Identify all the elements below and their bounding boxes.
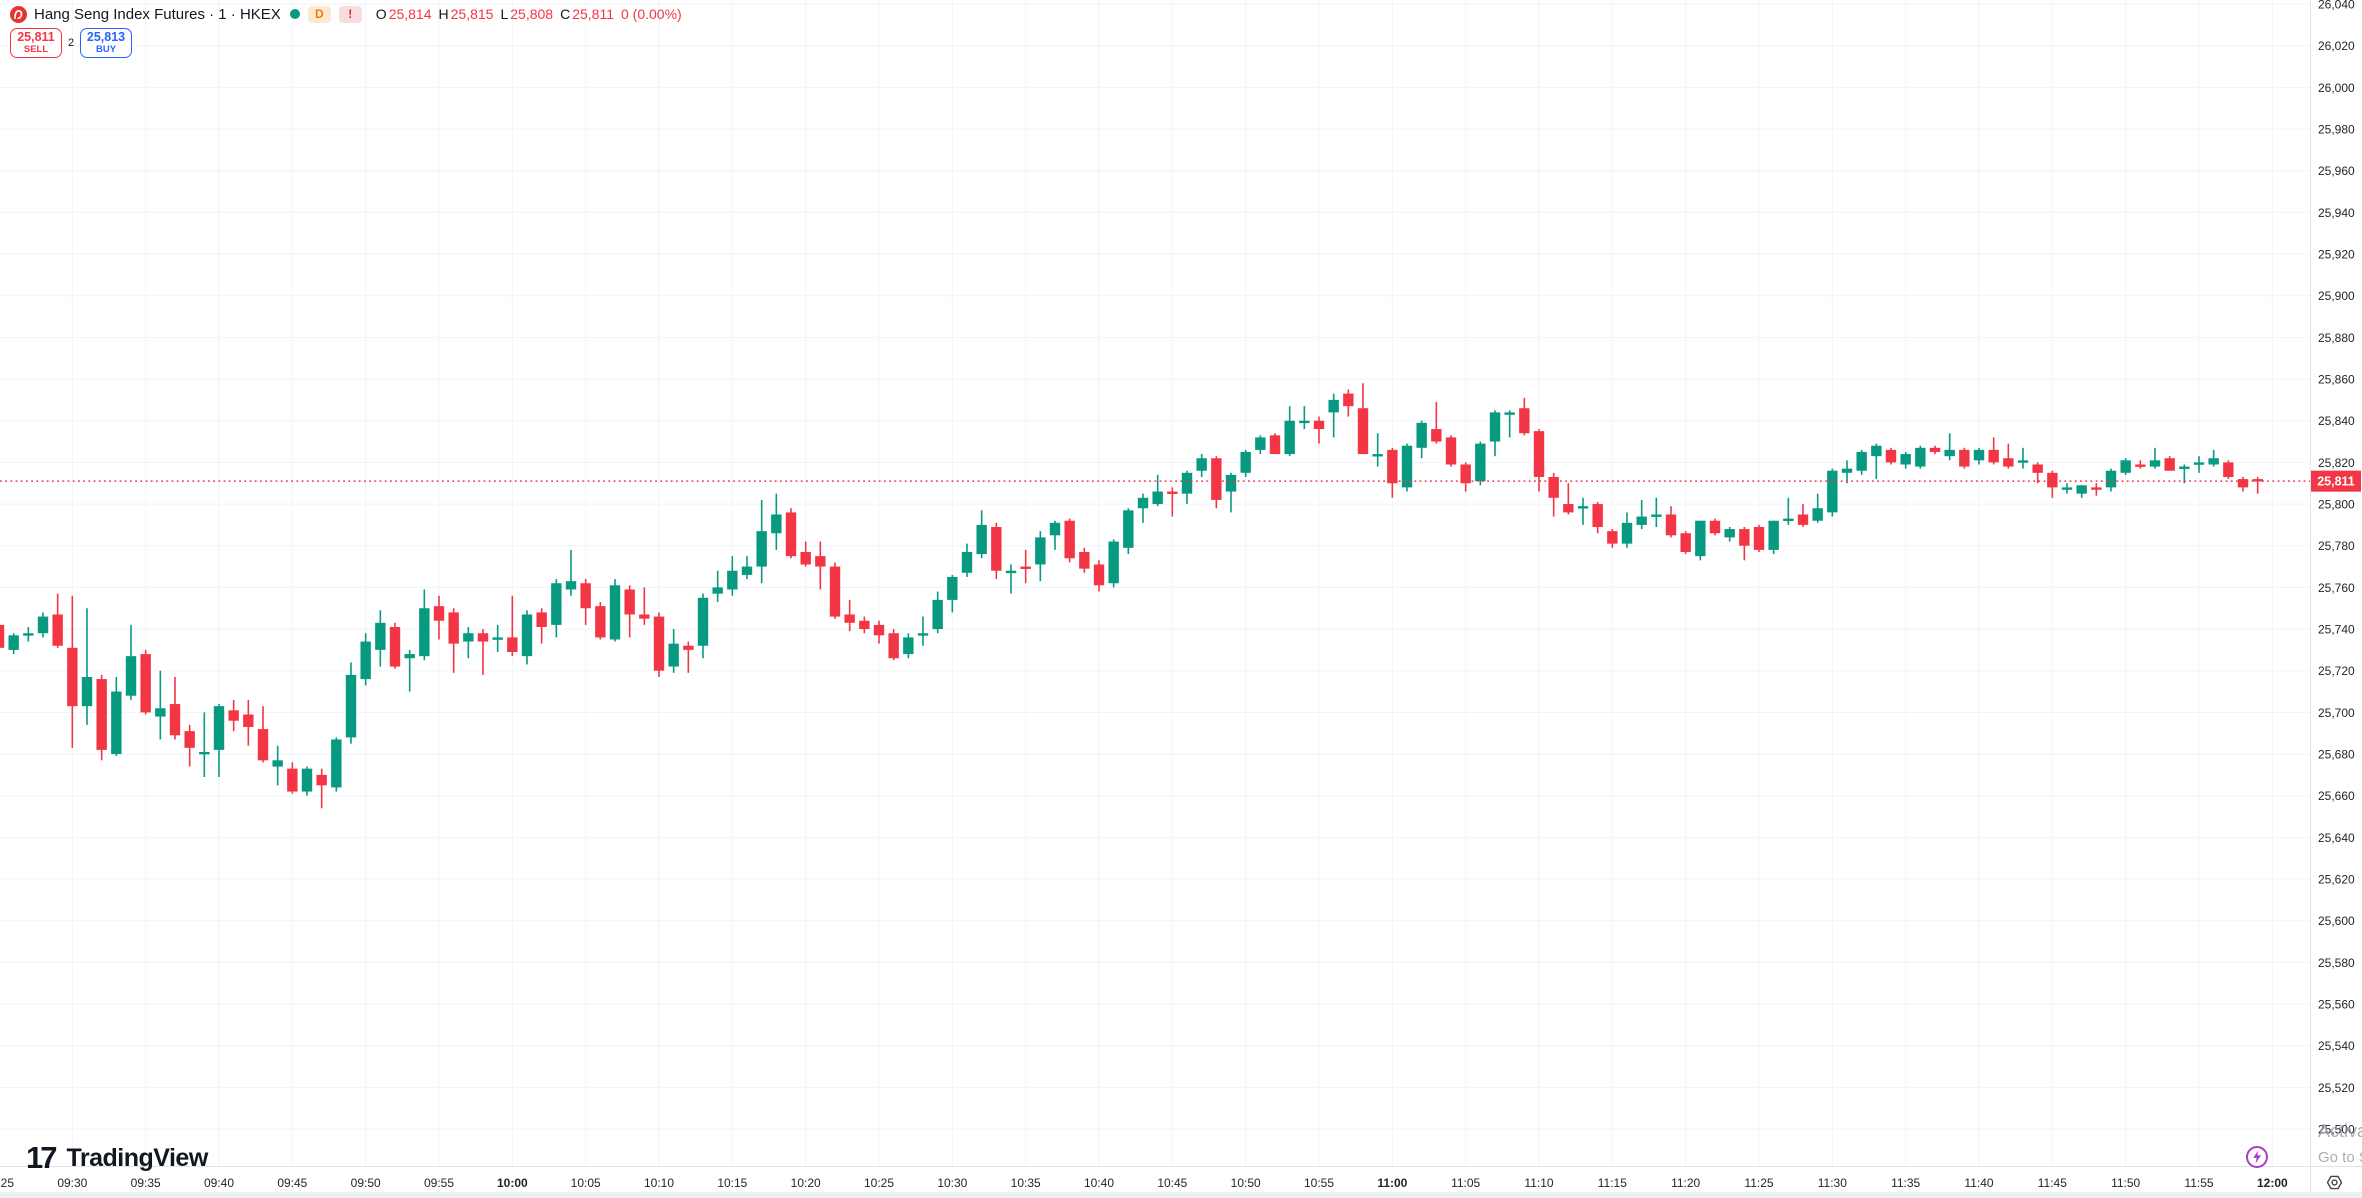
high-label: H bbox=[438, 6, 449, 22]
svg-text:25,520: 25,520 bbox=[2318, 1081, 2355, 1095]
svg-text:10:15: 10:15 bbox=[717, 1176, 747, 1190]
svg-text:10:10: 10:10 bbox=[644, 1176, 674, 1190]
low-value: 25,808 bbox=[510, 6, 554, 22]
svg-text:09:30: 09:30 bbox=[57, 1176, 87, 1190]
svg-text:25,560: 25,560 bbox=[2318, 998, 2355, 1012]
svg-text:09:25: 09:25 bbox=[0, 1176, 14, 1190]
svg-text:11:25: 11:25 bbox=[1744, 1176, 1773, 1190]
svg-text:09:55: 09:55 bbox=[424, 1176, 454, 1190]
svg-text:25,700: 25,700 bbox=[2318, 706, 2355, 720]
svg-text:10:50: 10:50 bbox=[1231, 1176, 1261, 1190]
svg-text:11:10: 11:10 bbox=[1524, 1176, 1553, 1190]
svg-text:25,980: 25,980 bbox=[2318, 123, 2355, 137]
bottom-strip bbox=[0, 1192, 2362, 1198]
svg-text:10:25: 10:25 bbox=[864, 1176, 894, 1190]
open-value: 25,814 bbox=[388, 6, 432, 22]
svg-text:25,720: 25,720 bbox=[2318, 664, 2355, 678]
buy-button[interactable]: 25,813 BUY bbox=[80, 28, 132, 58]
svg-text:11:50: 11:50 bbox=[2111, 1176, 2140, 1190]
price-axis[interactable]: 26,040 26,020 26,000 25,980 25,960 25,940 25,9… bbox=[2318, 0, 2355, 1137]
svg-text:25,600: 25,600 bbox=[2318, 914, 2355, 928]
svg-text:11:55: 11:55 bbox=[2184, 1176, 2213, 1190]
market-status-icon[interactable] bbox=[289, 9, 300, 19]
svg-text:11:05: 11:05 bbox=[1451, 1176, 1480, 1190]
svg-text:25,940: 25,940 bbox=[2318, 206, 2355, 220]
symbol-logo-icon bbox=[10, 5, 27, 23]
tradingview-logo-text: TradingView bbox=[66, 1143, 208, 1172]
svg-text:25,920: 25,920 bbox=[2318, 248, 2355, 262]
spread-value: 2 bbox=[67, 37, 75, 49]
svg-text:10:55: 10:55 bbox=[1304, 1176, 1334, 1190]
svg-text:25,620: 25,620 bbox=[2318, 873, 2355, 887]
candles-layer bbox=[0, 383, 2263, 809]
high-value: 25,815 bbox=[450, 6, 494, 22]
current-price-badge: 25,811 bbox=[2311, 470, 2361, 492]
svg-text:09:45: 09:45 bbox=[277, 1176, 307, 1190]
svg-text:11:45: 11:45 bbox=[2038, 1176, 2067, 1190]
svg-text:11:20: 11:20 bbox=[1671, 1176, 1700, 1190]
svg-text:09:35: 09:35 bbox=[131, 1176, 161, 1190]
svg-text:10:40: 10:40 bbox=[1084, 1176, 1114, 1190]
svg-text:10:35: 10:35 bbox=[1011, 1176, 1041, 1190]
svg-text:25,780: 25,780 bbox=[2318, 539, 2355, 553]
svg-text:25,660: 25,660 bbox=[2318, 789, 2355, 803]
svg-text:10:00: 10:00 bbox=[497, 1176, 528, 1190]
low-label: L bbox=[500, 6, 509, 22]
axis-settings-gear-icon[interactable] bbox=[2326, 1174, 2343, 1191]
svg-text:25,811: 25,811 bbox=[2317, 475, 2355, 489]
svg-text:25,640: 25,640 bbox=[2318, 831, 2355, 845]
svg-text:25,760: 25,760 bbox=[2318, 581, 2355, 595]
time-axis[interactable]: 09:25 09:30 09:35 09:40 09:45 09:50 09:55 10:00… bbox=[0, 1176, 2288, 1190]
svg-text:25,960: 25,960 bbox=[2318, 164, 2355, 178]
svg-text:25,880: 25,880 bbox=[2318, 331, 2355, 345]
svg-text:10:45: 10:45 bbox=[1157, 1176, 1187, 1190]
buy-label: BUY bbox=[95, 44, 117, 56]
svg-text:12:00: 12:00 bbox=[2257, 1176, 2288, 1190]
svg-text:26,020: 26,020 bbox=[2318, 39, 2355, 53]
grid-layer bbox=[0, 0, 2310, 1166]
svg-text:11:15: 11:15 bbox=[1598, 1176, 1627, 1190]
close-value: 25,811 bbox=[572, 6, 614, 22]
close-label: C bbox=[560, 6, 571, 22]
tradingview-logo-icon: 17 bbox=[26, 1140, 58, 1175]
svg-text:25,540: 25,540 bbox=[2318, 1039, 2355, 1053]
svg-text:10:05: 10:05 bbox=[571, 1176, 601, 1190]
legend: Hang Seng Index Futures · 1 · HKEX D ! O… bbox=[10, 4, 682, 24]
sell-button[interactable]: 25,811 SELL bbox=[10, 28, 62, 58]
svg-text:11:00: 11:00 bbox=[1377, 1176, 1407, 1190]
svg-text:11:40: 11:40 bbox=[1964, 1176, 1993, 1190]
symbol-row: Hang Seng Index Futures · 1 · HKEX D ! O… bbox=[10, 4, 682, 24]
svg-text:11:35: 11:35 bbox=[1891, 1176, 1920, 1190]
open-label: O bbox=[375, 6, 387, 22]
svg-text:25,800: 25,800 bbox=[2318, 498, 2355, 512]
svg-text:25,680: 25,680 bbox=[2318, 748, 2355, 762]
svg-text:26,000: 26,000 bbox=[2318, 81, 2355, 95]
svg-text:25,900: 25,900 bbox=[2318, 289, 2355, 303]
svg-text:11:30: 11:30 bbox=[1818, 1176, 1847, 1190]
svg-text:25,740: 25,740 bbox=[2318, 623, 2355, 637]
svg-text:25,840: 25,840 bbox=[2318, 414, 2355, 428]
flash-icon[interactable] bbox=[2245, 1145, 2269, 1169]
sell-label: SELL bbox=[23, 44, 49, 56]
svg-text:09:40: 09:40 bbox=[204, 1176, 234, 1190]
svg-text:25,860: 25,860 bbox=[2318, 373, 2355, 387]
buy-price: 25,813 bbox=[86, 29, 126, 44]
svg-text:25,580: 25,580 bbox=[2318, 956, 2355, 970]
data-mode-badge[interactable]: D bbox=[307, 5, 331, 23]
svg-text:26,040: 26,040 bbox=[2318, 0, 2355, 12]
symbol-title[interactable]: Hang Seng Index Futures · 1 · HKEX bbox=[34, 5, 281, 23]
tradingview-watermark[interactable]: 17 TradingView bbox=[26, 1140, 208, 1176]
svg-text:10:20: 10:20 bbox=[791, 1176, 821, 1190]
sell-price: 25,811 bbox=[17, 29, 55, 44]
change-value: 0 (0.00%) bbox=[621, 6, 682, 22]
svg-text:09:50: 09:50 bbox=[351, 1176, 381, 1190]
svg-text:25,500: 25,500 bbox=[2318, 1123, 2355, 1137]
trade-panel: 25,811 SELL 2 25,813 BUY bbox=[10, 28, 132, 58]
ohlc-readout: O 25,814 H 25,815 L 25,808 C 25,811 0 (0… bbox=[376, 6, 682, 22]
alert-badge[interactable]: ! bbox=[338, 5, 362, 23]
svg-text:10:30: 10:30 bbox=[937, 1176, 967, 1190]
svg-text:25,820: 25,820 bbox=[2318, 456, 2355, 470]
